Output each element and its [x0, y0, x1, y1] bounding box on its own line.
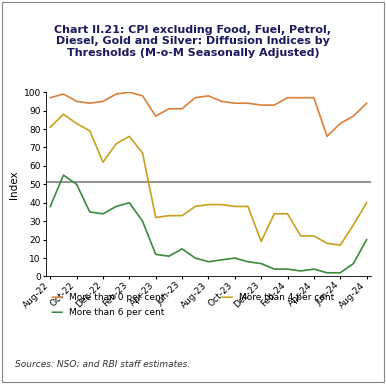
More than 4 per cent: [88, 129, 92, 133]
Y-axis label: Index: Index: [9, 170, 19, 199]
More than 6 per cent: [338, 270, 342, 275]
More than 4 per cent: [245, 204, 250, 209]
More than 6 per cent: [61, 173, 66, 177]
Text: —: —: [50, 306, 63, 319]
Text: —: —: [220, 291, 232, 304]
Text: More than 0 per cent: More than 0 per cent: [69, 293, 165, 302]
Text: —: —: [50, 291, 63, 304]
More than 4 per cent: [206, 202, 211, 207]
More than 0 per cent: [219, 99, 224, 104]
More than 6 per cent: [364, 237, 369, 242]
More than 6 per cent: [114, 204, 119, 209]
More than 4 per cent: [219, 202, 224, 207]
More than 0 per cent: [245, 101, 250, 106]
More than 0 per cent: [74, 99, 79, 104]
More than 6 per cent: [101, 212, 105, 216]
More than 6 per cent: [325, 270, 329, 275]
More than 6 per cent: [285, 267, 290, 271]
More than 0 per cent: [167, 106, 171, 111]
More than 0 per cent: [232, 101, 237, 106]
More than 0 per cent: [206, 94, 211, 98]
More than 4 per cent: [351, 223, 356, 227]
Line: More than 4 per cent: More than 4 per cent: [50, 114, 367, 245]
More than 0 per cent: [364, 101, 369, 106]
More than 4 per cent: [114, 141, 119, 146]
More than 0 per cent: [127, 90, 132, 94]
More than 4 per cent: [193, 204, 198, 209]
More than 6 per cent: [140, 219, 145, 223]
More than 4 per cent: [140, 151, 145, 155]
More than 4 per cent: [127, 134, 132, 139]
More than 4 per cent: [180, 214, 185, 218]
More than 6 per cent: [298, 269, 303, 273]
More than 4 per cent: [153, 215, 158, 220]
Text: Sources: NSO; and RBI staff estimates.: Sources: NSO; and RBI staff estimates.: [15, 360, 191, 369]
More than 4 per cent: [338, 243, 342, 247]
More than 4 per cent: [298, 233, 303, 238]
More than 4 per cent: [48, 125, 52, 129]
More than 6 per cent: [232, 256, 237, 260]
More than 6 per cent: [48, 204, 52, 209]
More than 4 per cent: [259, 239, 264, 244]
More than 6 per cent: [167, 254, 171, 258]
More than 0 per cent: [312, 95, 316, 100]
More than 4 per cent: [312, 233, 316, 238]
More than 6 per cent: [127, 200, 132, 205]
More than 0 per cent: [325, 134, 329, 139]
More than 6 per cent: [180, 247, 185, 251]
More than 6 per cent: [88, 210, 92, 214]
More than 0 per cent: [298, 95, 303, 100]
More than 0 per cent: [351, 114, 356, 118]
More than 4 per cent: [101, 160, 105, 164]
More than 6 per cent: [193, 256, 198, 260]
More than 6 per cent: [153, 252, 158, 257]
More than 0 per cent: [338, 121, 342, 126]
More than 0 per cent: [285, 95, 290, 100]
More than 4 per cent: [61, 112, 66, 117]
More than 0 per cent: [272, 103, 277, 108]
More than 0 per cent: [101, 99, 105, 104]
More than 6 per cent: [272, 267, 277, 271]
More than 6 per cent: [74, 182, 79, 187]
More than 0 per cent: [140, 94, 145, 98]
More than 4 per cent: [232, 204, 237, 209]
More than 0 per cent: [61, 92, 66, 96]
More than 4 per cent: [285, 212, 290, 216]
More than 0 per cent: [88, 101, 92, 106]
More than 6 per cent: [351, 261, 356, 266]
More than 4 per cent: [167, 214, 171, 218]
More than 6 per cent: [259, 261, 264, 266]
More than 6 per cent: [312, 267, 316, 271]
More than 4 per cent: [272, 212, 277, 216]
More than 4 per cent: [74, 121, 79, 126]
Text: More than 4 per cent: More than 4 per cent: [239, 293, 335, 302]
Text: Chart II.21: CPI excluding Food, Fuel, Petrol,
Diesel, Gold and Silver: Diffusio: Chart II.21: CPI excluding Food, Fuel, P…: [54, 25, 332, 58]
More than 0 per cent: [48, 95, 52, 100]
Text: More than 6 per cent: More than 6 per cent: [69, 308, 165, 318]
More than 4 per cent: [364, 200, 369, 205]
More than 6 per cent: [245, 260, 250, 264]
More than 4 per cent: [325, 241, 329, 246]
More than 0 per cent: [114, 92, 119, 96]
More than 0 per cent: [259, 103, 264, 108]
More than 0 per cent: [193, 95, 198, 100]
More than 6 per cent: [206, 260, 211, 264]
Line: More than 0 per cent: More than 0 per cent: [50, 92, 367, 136]
Line: More than 6 per cent: More than 6 per cent: [50, 175, 367, 273]
More than 0 per cent: [180, 106, 185, 111]
More than 0 per cent: [153, 114, 158, 118]
More than 6 per cent: [219, 258, 224, 262]
